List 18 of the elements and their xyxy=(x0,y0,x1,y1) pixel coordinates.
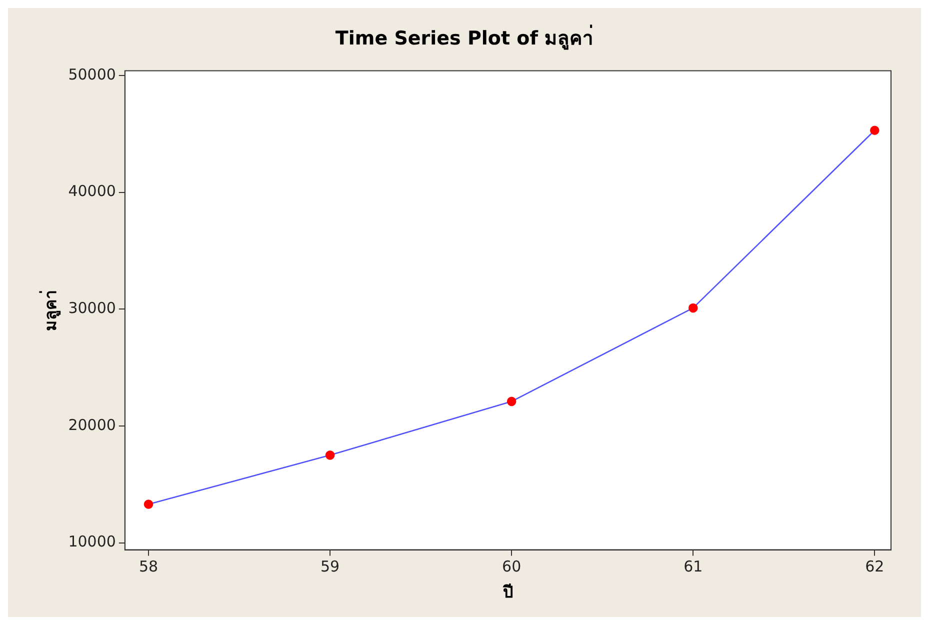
y-tick-label: 40000 xyxy=(68,182,116,200)
x-tick-label: 61 xyxy=(684,558,703,576)
point xyxy=(506,396,516,406)
point xyxy=(688,303,698,313)
x-tick-label: 58 xyxy=(138,558,158,576)
y-tick-label: 20000 xyxy=(68,416,116,434)
y-tick-label: 50000 xyxy=(68,65,116,84)
point xyxy=(870,126,880,136)
x-tick-label: 60 xyxy=(502,558,522,576)
x-axis-title: ปี xyxy=(502,582,513,602)
y-tick-label: 10000 xyxy=(68,532,116,551)
chart-title: Time Series Plot of มลูคา่ xyxy=(335,24,594,50)
point xyxy=(325,450,335,460)
y-tick-label: 30000 xyxy=(68,299,116,318)
x-tick-label: 59 xyxy=(320,558,340,576)
y-axis-title: มลูคา่ xyxy=(38,290,62,331)
x-tick-label: 62 xyxy=(865,558,884,576)
point xyxy=(144,500,154,509)
